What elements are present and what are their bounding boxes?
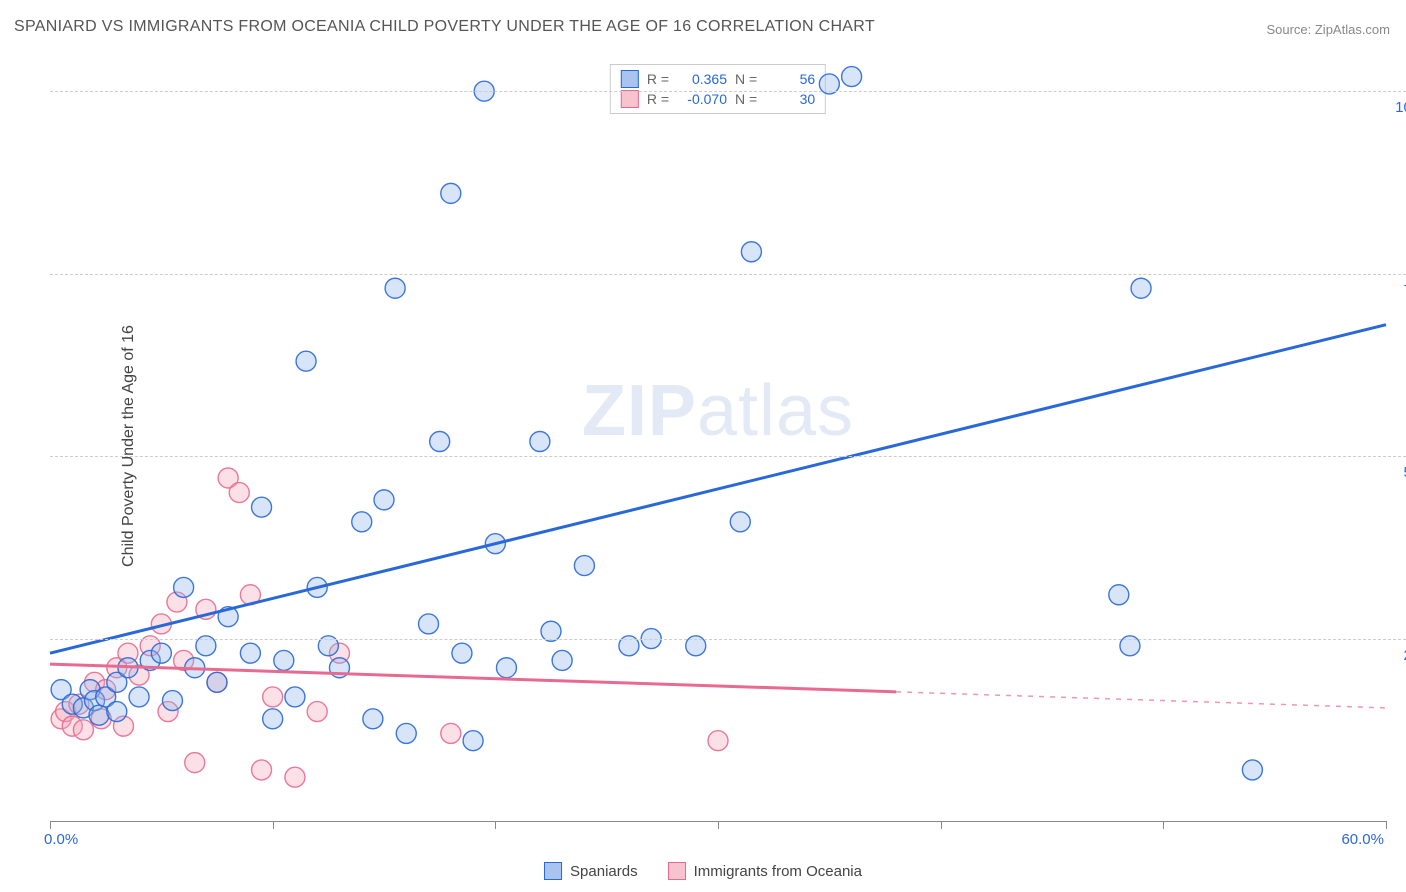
data-point [285, 687, 305, 707]
data-point [73, 720, 93, 740]
data-point [151, 643, 171, 663]
data-point [229, 483, 249, 503]
legend-item-immigrants: Immigrants from Oceania [668, 862, 862, 880]
data-point [741, 242, 761, 262]
trend-line [50, 664, 896, 692]
data-point [430, 432, 450, 452]
data-point [240, 643, 260, 663]
data-point [708, 731, 728, 751]
legend-item-spaniards: Spaniards [544, 862, 638, 880]
swatch-immigrants [668, 862, 686, 880]
data-point [252, 497, 272, 517]
data-point [419, 614, 439, 634]
data-point [252, 760, 272, 780]
data-point [574, 556, 594, 576]
trend-line-extrapolated [896, 692, 1386, 708]
data-point [274, 650, 294, 670]
data-point [263, 709, 283, 729]
data-point [174, 577, 194, 597]
x-tick-label-max: 60.0% [1341, 831, 1384, 848]
data-point [89, 705, 109, 725]
data-point [307, 702, 327, 722]
data-point [185, 753, 205, 773]
y-tick-label: 100.0% [1395, 99, 1406, 116]
data-point [1109, 585, 1129, 605]
series-legend: Spaniards Immigrants from Oceania [544, 862, 862, 880]
trend-line [50, 325, 1386, 653]
data-point [363, 709, 383, 729]
data-point [496, 658, 516, 678]
data-point [285, 767, 305, 787]
data-point [452, 643, 472, 663]
data-point [1242, 760, 1262, 780]
plot-area: ZIPatlas R = 0.365 N = 56 R = -0.070 N =… [50, 62, 1386, 822]
data-point [263, 687, 283, 707]
data-point [374, 490, 394, 510]
chart-title: SPANIARD VS IMMIGRANTS FROM OCEANIA CHIL… [14, 18, 875, 36]
chart-container: SPANIARD VS IMMIGRANTS FROM OCEANIA CHIL… [0, 0, 1406, 892]
data-point [1131, 278, 1151, 298]
data-point [207, 672, 227, 692]
legend-label-spaniards: Spaniards [570, 863, 638, 880]
source-link[interactable]: ZipAtlas.com [1315, 22, 1390, 37]
plot-svg [50, 62, 1386, 821]
source-attribution: Source: ZipAtlas.com [1266, 22, 1390, 37]
data-point [352, 512, 372, 532]
data-point [385, 278, 405, 298]
data-point [441, 723, 461, 743]
data-point [296, 351, 316, 371]
data-point [396, 723, 416, 743]
data-point [441, 183, 461, 203]
source-prefix: Source: [1266, 22, 1314, 37]
data-point [552, 650, 572, 670]
legend-label-immigrants: Immigrants from Oceania [694, 863, 862, 880]
data-point [162, 691, 182, 711]
data-point [842, 67, 862, 87]
data-point [730, 512, 750, 532]
data-point [129, 687, 149, 707]
data-point [530, 432, 550, 452]
x-tick-label-min: 0.0% [44, 831, 78, 848]
data-point [107, 702, 127, 722]
swatch-spaniards [544, 862, 562, 880]
data-point [463, 731, 483, 751]
